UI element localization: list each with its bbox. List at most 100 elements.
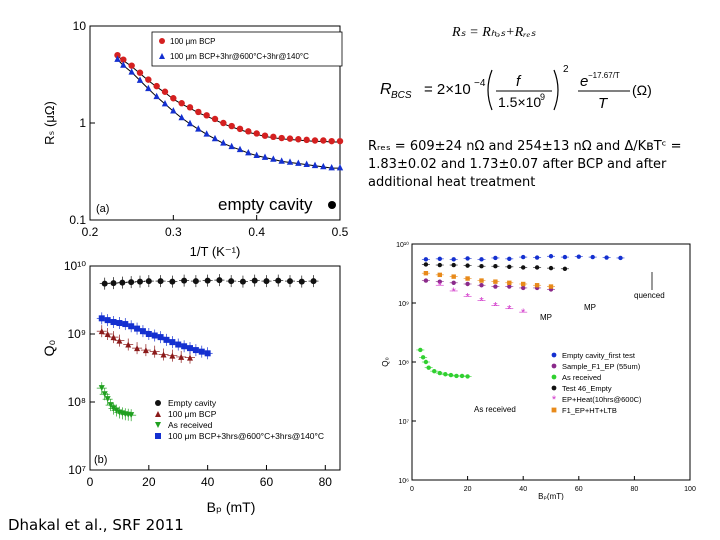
data-point [311,137,319,144]
data-point [459,373,465,379]
y-tick-label: 10¹⁰ [64,259,86,273]
data-point [465,374,470,379]
data-point [551,363,557,369]
x-tick-label: 80 [319,475,333,489]
data-point [253,151,260,159]
citation: Dhakal et al., SRF 2011 [8,516,184,534]
data-point [110,405,117,412]
chart-c: 0 20 40 60 80 100 10⁶ 10⁷ 10⁸ 10⁹ 10¹⁰ Bₚ(mT) Q₀ * * * *… [381,241,696,500]
data-point [110,334,117,341]
paren-right [553,69,559,111]
data-point [178,100,185,107]
data-point [139,328,146,335]
data-point [187,345,193,352]
data-point [479,257,484,262]
data-point [551,374,557,380]
data-point [155,411,161,417]
data-point [534,283,540,288]
data-point [137,278,143,285]
data-point [142,347,149,354]
formula-frac-den: 1.5×10 [498,94,541,110]
data-point [198,348,205,355]
data-point [195,125,202,132]
x-tick-label: 60 [575,486,583,493]
y-tick-label: 0.1 [69,213,86,227]
data-point [145,278,152,285]
data-point [216,277,223,284]
data-point [551,407,557,413]
data-point [153,92,160,100]
data-point [155,400,161,406]
data-point [576,254,581,259]
data-point [195,108,202,116]
data-point [465,276,470,281]
x-tick-label: 80 [631,486,639,493]
chart-a: 0.2 0.3 0.4 0.5 0.1 1 10 1/T (K⁻¹) Rₛ (μΩ) 100 μm… [42,19,349,259]
data-point [548,265,554,271]
legend-entry: 100 μm BCP+3hrs@600°C+3hrs@140°C [168,431,324,441]
annotation: As received [474,405,516,414]
data-point [169,278,176,285]
data-point [104,396,111,403]
y-tick-label: 10⁹ [68,327,87,341]
x-tick-label: 20 [142,475,156,489]
data-point [465,256,470,261]
note-line: additional heat treatment [368,175,536,190]
data-point [203,112,210,119]
panel-label: (b) [94,454,107,466]
data-point [211,115,219,123]
legend-entry: Empty cavity_first test [562,351,636,360]
legend-box [151,31,343,67]
data-point [160,351,167,358]
data-point [437,256,442,262]
data-point [437,370,442,376]
y-tick-label: 10 [73,19,87,33]
data-point: * [452,286,457,298]
annotation: MP [584,303,596,312]
formula-unit: (Ω) [632,82,652,98]
data-point [328,164,335,171]
data-point [320,162,327,170]
data-point [275,277,282,284]
data-point [336,164,344,171]
x-tick-label: 20 [464,486,472,493]
legend-entry: Sample_F1_EP (55um) [562,362,641,371]
data-point [451,262,456,268]
data-point [159,38,165,44]
data-point: * [465,291,470,303]
panel-label: (a) [96,203,109,215]
formula-exp-num: e [580,73,588,90]
data-point [161,100,169,107]
data-point [239,278,246,285]
legend-entry: 100 μm BCP+3hr@600°C+3hr@140°C [170,52,309,61]
data-point [228,122,235,130]
data-point [114,51,121,59]
legend-entry: As received [562,373,601,382]
y-tick-label: 10¹⁰ [396,241,409,249]
data-point: * [521,307,526,319]
data-point [161,88,169,95]
data-point [116,320,123,327]
data-point [236,125,244,133]
data-point [286,135,294,142]
data-point [170,95,177,102]
plot-frame [411,243,691,481]
data-point [278,157,285,164]
data-point: * [507,304,512,316]
annotation: quenced [634,291,665,300]
x-tick-label: 40 [519,486,527,493]
data-point [270,155,277,162]
data-point [548,254,554,259]
data-point [251,277,258,284]
data-point [98,385,105,392]
data-point [423,278,429,283]
data-point [236,145,244,153]
data-point [328,137,335,145]
annotation: empty cavity [218,195,313,214]
note-line: Rᵣₑₛ = 609±24 nΩ and 254±13 nΩ and Δ/KʙT… [368,139,682,154]
data-point [136,69,144,76]
data-point [192,347,199,354]
data-point [153,82,160,90]
data-point [170,107,177,114]
data-point: * [493,301,498,313]
